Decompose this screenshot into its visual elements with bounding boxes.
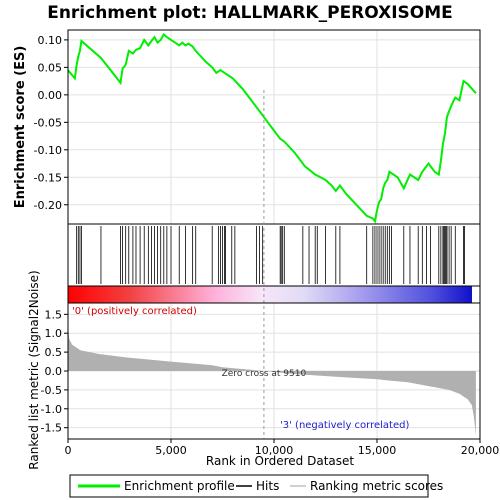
x-tick-label: 5,000 (155, 444, 187, 457)
es-y-tick-label: 0.10 (38, 34, 63, 47)
negative-correlation-label: '3' (negatively correlated) (280, 420, 409, 431)
hit-lines (76, 226, 465, 284)
chart-title: Enrichment plot: HALLMARK_PEROXISOME (47, 3, 453, 23)
enrichment-profile-line (67, 32, 477, 224)
x-axis-ticks: 0 5,000 10,000 15,000 20,000 (65, 439, 500, 457)
rank-color-bar (68, 286, 472, 303)
metric-y-tick-label: -1.0 (41, 403, 62, 416)
x-axis-title: Rank in Ordered Dataset (206, 454, 354, 468)
es-y-axis-title: Enrichment score (ES) (13, 46, 28, 209)
es-y-tick-label: -0.15 (34, 171, 62, 184)
metric-y-tick-label: -0.5 (41, 384, 62, 397)
positive-correlation-label: '0' (positively correlated) (72, 306, 197, 317)
metric-y-tick-label: 1.0 (45, 327, 63, 340)
x-tick-label: 20,000 (461, 444, 500, 457)
es-y-tick-label: -0.05 (34, 116, 62, 129)
metric-y-tick-label: 0.5 (45, 346, 63, 359)
hits-panel (67, 223, 481, 287)
legend-label-enrichment: Enrichment profile (124, 479, 235, 493)
metric-y-axis-title: Ranked list metric (Signal2Noise) (27, 270, 41, 469)
es-y-ticks: 0.10 0.05 0.00 -0.05 -0.10 -0.15 -0.20 (34, 34, 68, 212)
es-y-tick-label: -0.20 (34, 199, 62, 212)
legend-label-metric: Ranking metric scores (310, 479, 443, 493)
x-tick-label: 10,000 (255, 444, 294, 457)
es-y-tick-label: 0.05 (38, 61, 63, 74)
es-y-tick-label: -0.10 (34, 144, 62, 157)
metric-y-ticks: 1.5 1.0 0.5 0.0 -0.5 -1.0 -1.5 (41, 308, 68, 435)
ranking-metric-area (68, 325, 476, 436)
legend-label-hits: Hits (256, 479, 279, 493)
es-y-tick-label: 0.00 (38, 89, 63, 102)
x-tick-label: 0 (65, 444, 72, 457)
zero-cross-label: Zero cross at 9510 (222, 369, 307, 379)
metric-y-tick-label: 1.5 (45, 308, 63, 321)
x-tick-label: 15,000 (358, 444, 397, 457)
legend: Enrichment profile Hits Ranking metric s… (69, 474, 443, 498)
metric-y-tick-label: -1.5 (41, 422, 62, 435)
metric-y-tick-label: 0.0 (45, 365, 63, 378)
